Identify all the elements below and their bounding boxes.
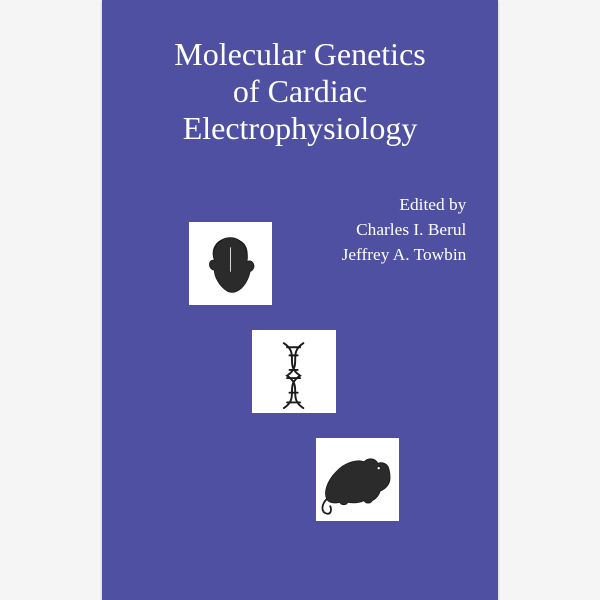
- mouse-icon: [317, 439, 398, 520]
- edited-by-label: Edited by: [342, 192, 467, 217]
- heart-tile: [189, 222, 272, 305]
- editor-credits: Edited by Charles I. Berul Jeffrey A. To…: [342, 192, 498, 267]
- heart-icon: [190, 223, 271, 304]
- editor-name-2: Jeffrey A. Towbin: [342, 242, 467, 267]
- editor-name-1: Charles I. Berul: [342, 217, 467, 242]
- helix-tile: [252, 330, 335, 413]
- book-cover: Molecular Genetics of Cardiac Electrophy…: [102, 0, 498, 600]
- title-line-3: Electrophysiology: [102, 110, 498, 147]
- book-title: Molecular Genetics of Cardiac Electrophy…: [102, 36, 498, 146]
- mouse-tile: [316, 438, 399, 521]
- title-line-1: Molecular Genetics: [102, 36, 498, 73]
- title-line-2: of Cardiac: [102, 73, 498, 110]
- dna-helix-icon: [253, 331, 334, 412]
